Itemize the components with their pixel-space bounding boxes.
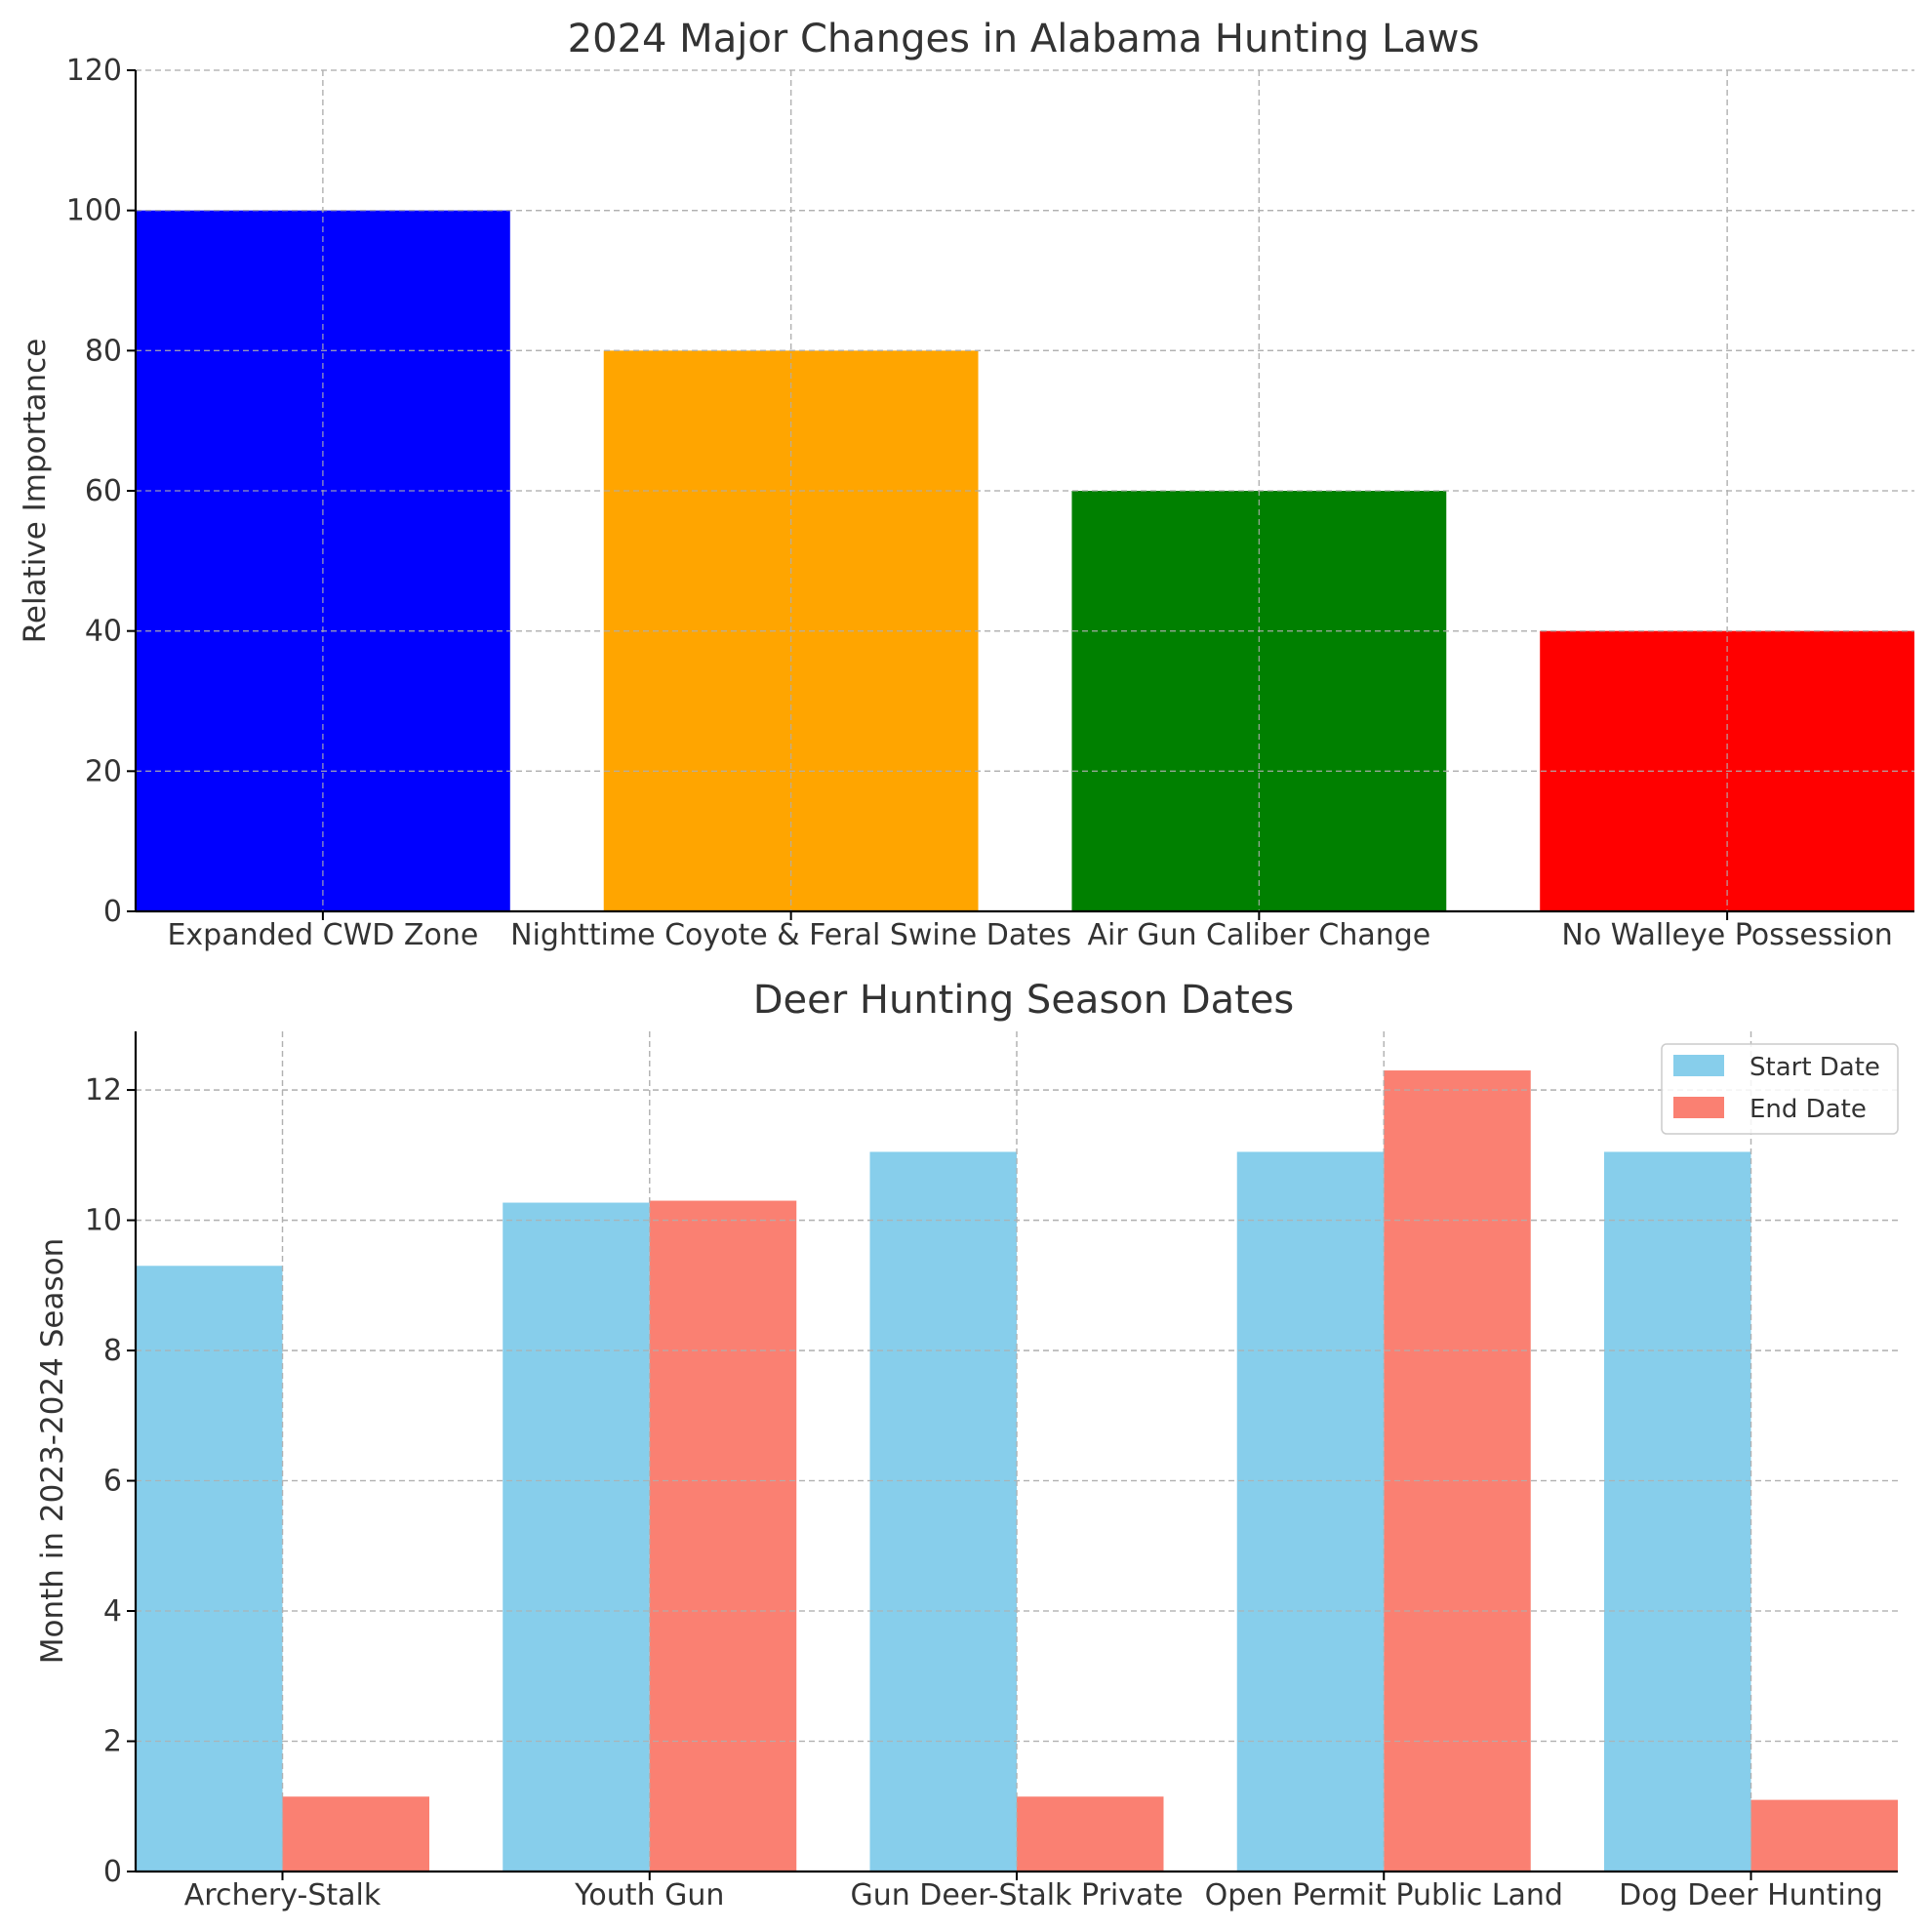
bar-start-date-gun-deer-stalk-private	[869, 1151, 1017, 1872]
bar-end-date-archery-stalk	[282, 1796, 429, 1872]
legend-label-start-date: Start Date	[1750, 1053, 1880, 1082]
x-tick-label-open-permit-public-land: Open Permit Public Land	[1205, 1878, 1563, 1912]
bottom-chart-x-ticks: Archery-Stalk Youth Gun Gun Deer-Stalk Pri…	[184, 1872, 1883, 1912]
y-tick-label: 4	[103, 1594, 122, 1629]
bar-end-date-youth-gun	[649, 1200, 797, 1872]
top-chart-x-ticks: Expanded CWD Zone Nighttime Coyote & Fera…	[167, 911, 1893, 952]
bottom-chart-title: Deer Hunting Season Dates	[753, 978, 1295, 1023]
x-tick-label-no-walleye-possession: No Walleye Possession	[1561, 918, 1892, 952]
bottom-chart: Deer Hunting Season Dates Month in 2023-…	[35, 978, 1899, 1912]
y-tick-label: 60	[85, 474, 122, 508]
top-chart-title: 2024 Major Changes in Alabama Hunting La…	[568, 17, 1480, 61]
y-tick-label: 10	[85, 1204, 122, 1238]
y-tick-label: 100	[66, 194, 122, 228]
bar-start-date-archery-stalk	[136, 1266, 283, 1872]
bar-start-date-dog-deer-hunting	[1604, 1151, 1751, 1872]
top-chart-y-ticks: 0 20 40 60 80 100 120	[66, 54, 136, 929]
bar-start-date-youth-gun	[503, 1202, 650, 1872]
y-tick-label: 20	[85, 754, 122, 788]
x-tick-label-dog-deer-hunting: Dog Deer Hunting	[1619, 1878, 1883, 1912]
y-tick-label: 12	[85, 1073, 122, 1107]
y-tick-label: 0	[103, 895, 122, 929]
bottom-chart-y-axis-label: Month in 2023-2024 Season	[35, 1238, 70, 1664]
x-tick-label-gun-deer-stalk-private: Gun Deer-Stalk Private	[850, 1878, 1183, 1912]
bottom-chart-legend: Start Date End Date	[1661, 1043, 1899, 1135]
y-tick-label: 2	[103, 1725, 122, 1759]
x-tick-label-air-gun-caliber-change: Air Gun Caliber Change	[1087, 918, 1430, 952]
y-tick-label: 80	[85, 334, 122, 368]
x-tick-label-expanded-cwd-zone: Expanded CWD Zone	[167, 918, 478, 952]
bar-end-date-open-permit-public-land	[1384, 1070, 1531, 1872]
legend-swatch-start-date	[1673, 1055, 1724, 1076]
x-tick-label-nighttime-coyote-feral-swine-dates: Nighttime Coyote & Feral Swine Dates	[510, 918, 1071, 952]
legend-label-end-date: End Date	[1750, 1095, 1867, 1124]
bottom-chart-y-ticks: 0 2 4 6 8 10 12	[85, 1073, 136, 1889]
y-tick-label: 40	[85, 615, 122, 649]
bar-end-date-dog-deer-hunting	[1750, 1799, 1898, 1872]
y-tick-label: 8	[103, 1334, 122, 1368]
bar-end-date-gun-deer-stalk-private	[1017, 1796, 1164, 1872]
x-tick-label-archery-stalk: Archery-Stalk	[184, 1878, 382, 1912]
y-tick-label: 120	[66, 54, 122, 88]
top-chart-y-axis-label: Relative Importance	[18, 339, 53, 644]
top-chart-bars	[136, 69, 1914, 912]
top-chart: 2024 Major Changes in Alabama Hunting La…	[18, 17, 1914, 952]
bar-start-date-open-permit-public-land	[1236, 1151, 1385, 1872]
y-tick-label: 6	[103, 1465, 122, 1499]
legend-swatch-end-date	[1673, 1097, 1724, 1118]
x-tick-label-youth-gun: Youth Gun	[574, 1878, 724, 1912]
bottom-chart-bars	[136, 1031, 1898, 1872]
y-tick-label: 0	[103, 1855, 122, 1889]
